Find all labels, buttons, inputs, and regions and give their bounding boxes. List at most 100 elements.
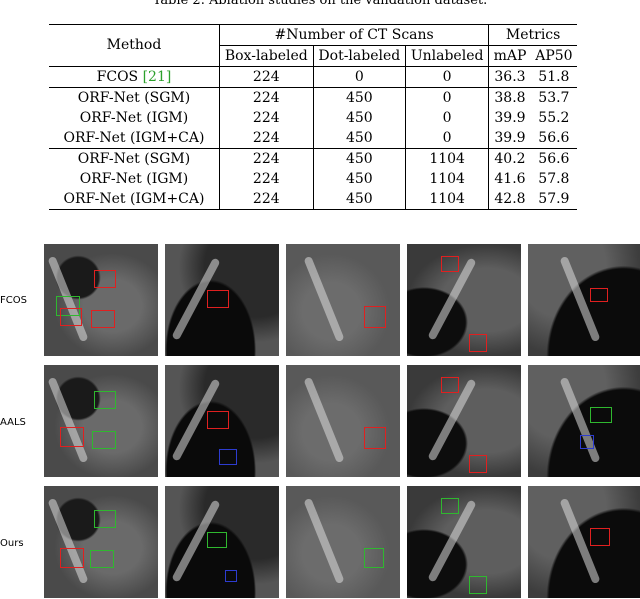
ct-scan-image [286,365,400,477]
table-row: FCOS [21] 224 0 0 36.3 51.8 [49,66,577,88]
prediction-box [441,256,459,272]
header-box-labeled: Box-labeled [219,45,314,67]
cell-unlabeled: 0 [405,66,490,88]
row-method: ORF-Net (IGM+CA) [49,128,220,149]
cell-dot: 0 [313,66,407,88]
cell-map: 42.8 [494,190,526,207]
ground-truth-box [94,391,116,409]
prediction-box [441,377,459,393]
row-label-aals: AALS [0,417,26,428]
prediction-box [60,308,82,326]
ground-truth-box [207,532,227,548]
rib-shape [303,255,345,343]
cell-ap50: 56.6 [538,129,570,146]
cell-map: 40.2 [494,150,526,167]
cell-map: 39.9 [494,129,526,146]
cell-unlabeled: 0 [405,128,490,149]
cell-map: 38.8 [494,89,526,106]
ct-scan-image [165,486,279,598]
cell-unlabeled: 1104 [405,189,490,210]
ct-scan-image [44,365,158,477]
cell-dot: 450 [313,169,407,189]
cell-unlabeled: 1104 [405,169,490,189]
cell-dot: 450 [313,128,407,149]
ablation-table: Method #Number of CT Scans Metrics Box-l… [49,24,577,210]
header-map: mAP [488,45,531,67]
cell-box: 224 [219,169,314,189]
prediction-box [364,306,386,328]
table-row: ORF-Net (SGM) 224 450 0 38.8 53.7 [49,87,577,108]
ct-scan-image [528,365,640,477]
header-ap50: AP50 [530,45,577,67]
row-method: ORF-Net (IGM+CA) [49,189,220,210]
prediction-box [91,310,115,328]
prediction-box [469,334,487,352]
table-row: ORF-Net (IGM) 224 450 1104 41.6 57.8 [49,169,577,189]
ct-scan-image [407,486,521,598]
ground-truth-box [590,407,612,423]
table-row: ORF-Net (IGM+CA) 224 450 0 39.9 56.6 [49,128,577,149]
cell-box: 224 [219,128,314,149]
cell-map: 39.9 [494,109,526,126]
row-label-fcos: FCOS [0,295,27,306]
ct-scan-image [44,244,158,356]
missed-box [580,435,594,449]
row-label-ours: Ours [0,538,24,549]
cell-dot: 450 [313,87,407,108]
row-method: ORF-Net (IGM) [49,108,220,128]
header-metrics: Metrics [505,26,561,43]
cell-map: 36.3 [494,68,526,85]
prediction-box [207,411,229,429]
cell-ap50: 53.7 [538,89,570,106]
ct-scan-image [286,486,400,598]
prediction-box [94,270,116,288]
ground-truth-box [56,296,80,316]
header-unlabeled: Unlabeled [405,45,490,67]
cell-unlabeled: 1104 [405,148,490,169]
rib-shape [47,497,89,585]
cell-dot: 450 [313,148,407,169]
citation-link[interactable]: [21] [142,68,172,85]
row-method: FCOS [21] [49,66,220,88]
cell-ap50: 57.8 [538,170,570,187]
cell-ap50: 57.9 [538,190,570,207]
missed-box [225,570,237,582]
ct-scan-image [407,365,521,477]
cell-dot: 450 [313,189,407,210]
cell-box: 224 [219,66,314,88]
ground-truth-box [441,498,459,514]
rib-shape [303,376,345,464]
table-row: ORF-Net (SGM) 224 450 1104 40.2 56.6 [49,148,577,169]
prediction-box [60,427,84,447]
prediction-box [590,528,610,546]
prediction-box [60,548,84,568]
prediction-box [590,288,608,302]
ct-scan-image [528,486,640,598]
header-method: Method [49,24,220,67]
cell-box: 224 [219,108,314,128]
row-method: ORF-Net (SGM) [49,87,220,108]
prediction-box [364,427,386,449]
cell-map: 41.6 [494,170,526,187]
cell-ap50: 51.8 [538,68,570,85]
row-method: ORF-Net (SGM) [49,148,220,169]
cell-box: 224 [219,87,314,108]
table-row: ORF-Net (IGM) 224 450 0 39.9 55.2 [49,108,577,128]
prediction-box [469,455,487,473]
table-row: ORF-Net (IGM+CA) 224 450 1104 42.8 57.9 [49,189,577,210]
ct-scan-image [44,486,158,598]
ct-scan-image [528,244,640,356]
cell-ap50: 55.2 [538,109,570,126]
ground-truth-box [94,510,116,528]
table-caption: Table 2. Ablation studies on the validat… [152,0,488,8]
cell-ap50: 56.6 [538,150,570,167]
ct-scan-image [165,244,279,356]
cell-unlabeled: 0 [405,87,490,108]
ct-scan-image [407,244,521,356]
cell-box: 224 [219,148,314,169]
row-method: ORF-Net (IGM) [49,169,220,189]
ground-truth-box [90,550,114,568]
header-dot-labeled: Dot-labeled [313,45,407,67]
ground-truth-box [92,431,116,449]
rib-shape [303,497,345,585]
